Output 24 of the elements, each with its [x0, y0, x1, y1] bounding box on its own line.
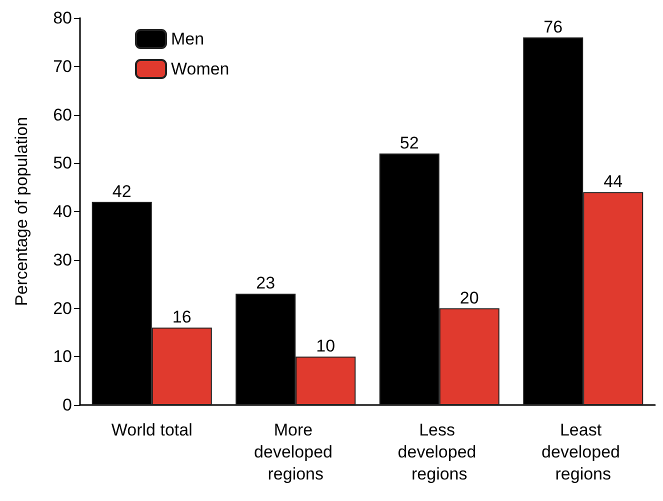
data-label: 42 — [112, 182, 132, 201]
y-tick-label: 50 — [53, 154, 72, 173]
x-tick-label: World total — [111, 420, 192, 440]
y-tick-label: 30 — [53, 250, 72, 270]
y-axis-title: Percentage of population — [12, 116, 31, 306]
x-tick-label: Least developed regions — [542, 420, 625, 484]
y-tick-label: 60 — [53, 105, 72, 124]
data-label: 52 — [400, 133, 419, 152]
data-label: 23 — [256, 274, 276, 293]
data-label: 16 — [172, 308, 192, 327]
data-label: 20 — [460, 288, 479, 308]
y-tick-label: 80 — [53, 8, 72, 28]
y-tick-label: 20 — [53, 298, 72, 318]
legend-label: Women — [171, 60, 230, 78]
y-tick-label: 40 — [53, 202, 72, 221]
legend-label: Men — [171, 30, 204, 48]
y-tick-label: 0 — [62, 396, 72, 414]
x-tick-label: More developed regions — [254, 420, 338, 484]
data-label: 76 — [544, 17, 563, 36]
y-tick-label: 70 — [53, 56, 72, 76]
data-label: 10 — [316, 336, 336, 356]
data-label: 44 — [604, 172, 623, 192]
y-tick-label: 10 — [53, 347, 72, 366]
x-tick-label: Less developed regions — [398, 420, 481, 484]
